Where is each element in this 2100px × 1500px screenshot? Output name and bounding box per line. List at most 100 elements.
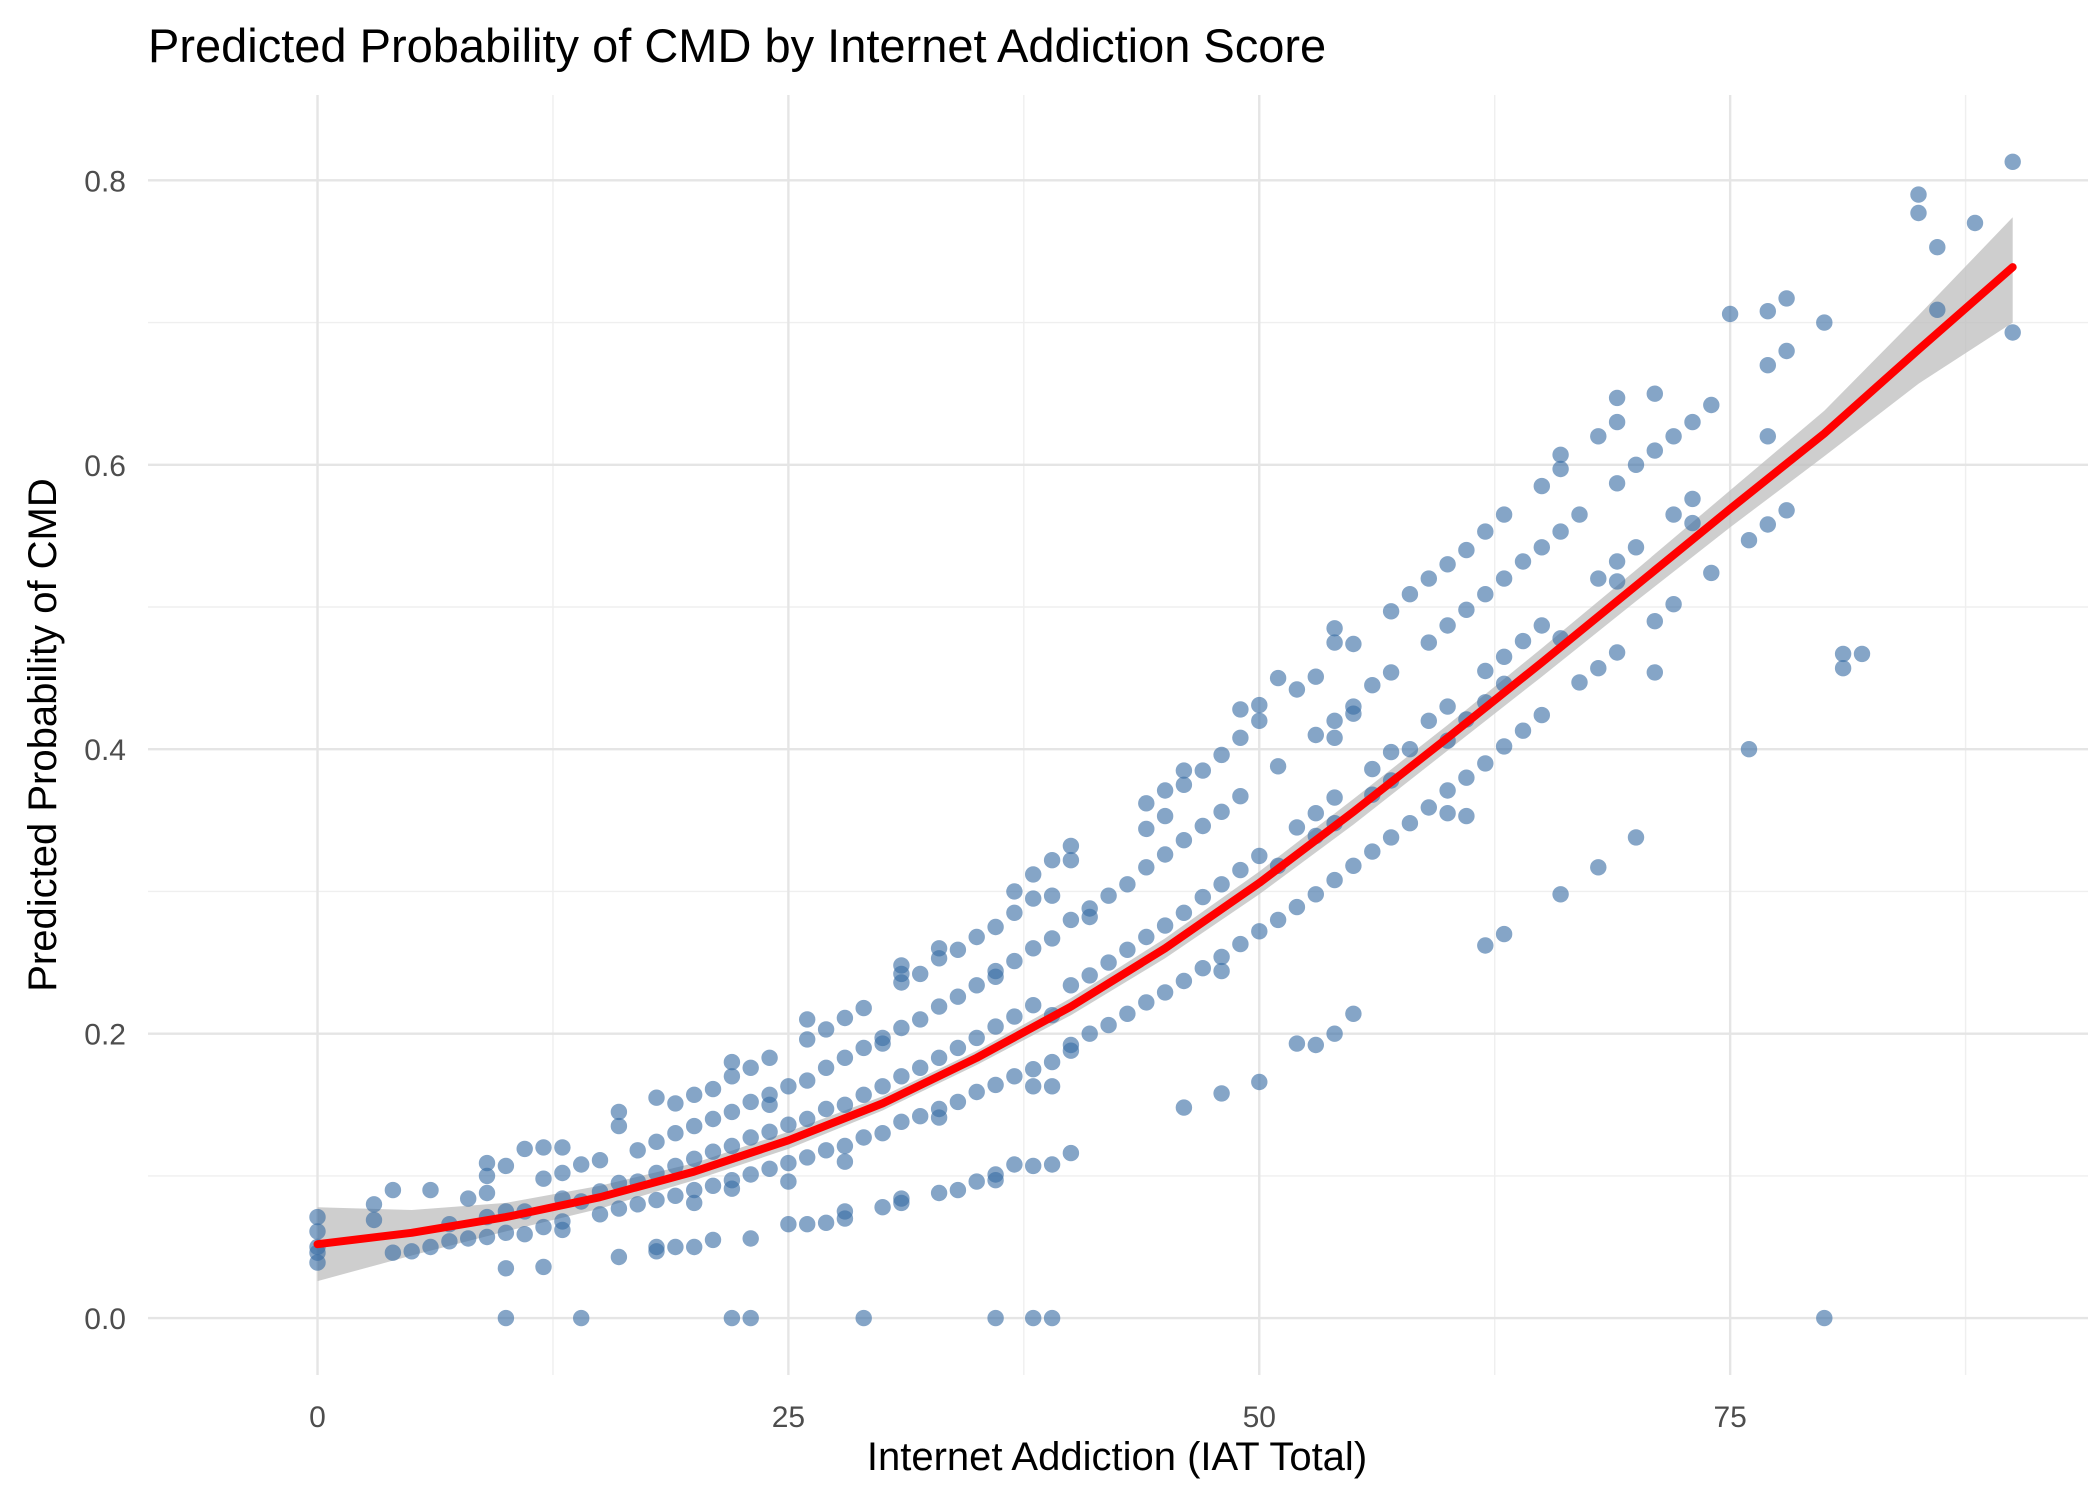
scatter-point <box>1495 738 1513 755</box>
scatter-point <box>1571 674 1588 691</box>
y-tick-label: 0.6 <box>84 450 126 483</box>
scatter-point <box>1721 305 1739 323</box>
scatter-point <box>874 1035 891 1052</box>
scatter-point <box>1778 502 1795 519</box>
scatter-point <box>817 1021 835 1038</box>
scatter-point <box>1232 729 1249 746</box>
scatter-point <box>2004 153 2021 170</box>
scatter-point <box>1552 446 1569 463</box>
scatter-point <box>742 1093 759 1111</box>
scatter-point <box>761 1160 778 1178</box>
scatter-point <box>648 1243 665 1260</box>
scatter-point <box>1232 788 1249 805</box>
scatter-point <box>855 1039 872 1057</box>
scatter-point <box>648 1089 665 1106</box>
y-axis-title: Predicted Probability of CMD <box>21 478 65 992</box>
scatter-point <box>1703 396 1720 414</box>
scatter-point <box>686 1150 703 1168</box>
scatter-point <box>949 988 967 1005</box>
scatter-point <box>1590 570 1607 587</box>
scatter-point <box>1025 940 1042 957</box>
scatter-point <box>629 1196 646 1213</box>
scatter-point <box>1175 904 1193 921</box>
scatter-point <box>1194 888 1212 906</box>
scatter-point <box>1081 1025 1098 1042</box>
scatter-point <box>1288 898 1306 916</box>
scatter-point <box>1382 664 1400 681</box>
scatter-point <box>667 1125 684 1142</box>
y-tick-label: 0.4 <box>84 734 126 767</box>
scatter-point <box>1326 871 1343 889</box>
scatter-point <box>667 1095 684 1112</box>
scatter-point <box>1307 1036 1325 1054</box>
scatter-point <box>610 1200 628 1217</box>
scatter-point <box>836 1153 854 1170</box>
scatter-point <box>912 1108 929 1125</box>
scatter-point <box>799 1110 816 1128</box>
scatter-point <box>554 1221 571 1239</box>
x-axis-title: Internet Addiction (IAT Total) <box>867 1435 1367 1479</box>
scatter-point <box>987 1018 1004 1035</box>
scatter-point <box>1345 1005 1362 1022</box>
scatter-point <box>968 977 985 994</box>
scatter-point <box>1740 532 1758 549</box>
scatter-point <box>1740 741 1758 758</box>
scatter-point <box>1081 967 1098 984</box>
scatter-point <box>1420 570 1438 587</box>
scatter-point <box>1966 214 1984 232</box>
scatter-point <box>1006 952 1023 970</box>
scatter-point <box>1138 928 1155 946</box>
scatter-point <box>874 1078 891 1095</box>
scatter-point <box>1100 887 1117 904</box>
scatter-point <box>723 1309 741 1327</box>
scatter-point <box>930 1109 948 1126</box>
scatter-point <box>686 1194 703 1212</box>
scatter-point <box>1627 539 1645 556</box>
scatter-point <box>1759 516 1777 533</box>
scatter-point <box>1401 586 1419 603</box>
scatter-point <box>949 1181 967 1199</box>
scatter-point <box>1834 645 1852 663</box>
scatter-point <box>1062 1042 1080 1059</box>
scatter-point <box>1288 819 1306 836</box>
scatter-point <box>1552 460 1569 478</box>
scatter-point <box>1477 523 1494 540</box>
scatter-point <box>1269 669 1287 687</box>
scatter-point <box>1251 1073 1268 1091</box>
scatter-point <box>949 1093 967 1111</box>
scatter-point <box>554 1139 571 1156</box>
scatter-point <box>1571 506 1588 523</box>
scatter-point <box>704 1177 722 1195</box>
scatter-point <box>1213 1085 1230 1102</box>
x-tick-label: 0 <box>309 1401 326 1434</box>
scatter-point <box>1590 859 1607 876</box>
scatter-point <box>723 1053 741 1071</box>
scatter-point <box>1194 817 1212 835</box>
scatter-point <box>1156 846 1174 863</box>
scatter-point <box>573 1156 590 1173</box>
scatter-point <box>704 1143 722 1160</box>
scatter-point <box>1552 886 1569 903</box>
scatter-point <box>365 1211 383 1229</box>
chart-title: Predicted Probability of CMD by Internet… <box>148 19 1326 72</box>
scatter-point <box>780 1078 797 1095</box>
scatter-point <box>1514 553 1532 570</box>
scatter-point <box>817 1214 835 1232</box>
scatter-point <box>742 1230 759 1247</box>
scatter-point <box>1627 829 1645 846</box>
scatter-point <box>1062 1144 1080 1162</box>
scatter-point <box>1552 523 1569 540</box>
scatter-point <box>1175 776 1193 793</box>
scatter-point <box>704 1110 722 1128</box>
scatter-point <box>893 1194 910 1212</box>
scatter-point <box>1175 972 1193 990</box>
scatter-point <box>1382 603 1400 620</box>
scatter-point <box>1816 1309 1833 1327</box>
scatter-point <box>1006 904 1023 921</box>
scatter-point <box>610 1117 628 1135</box>
scatter-point <box>987 1172 1004 1189</box>
scatter-point <box>1382 829 1400 846</box>
scatter-point <box>1495 570 1513 587</box>
scatter-point <box>497 1309 515 1327</box>
scatter-point <box>478 1154 496 1172</box>
